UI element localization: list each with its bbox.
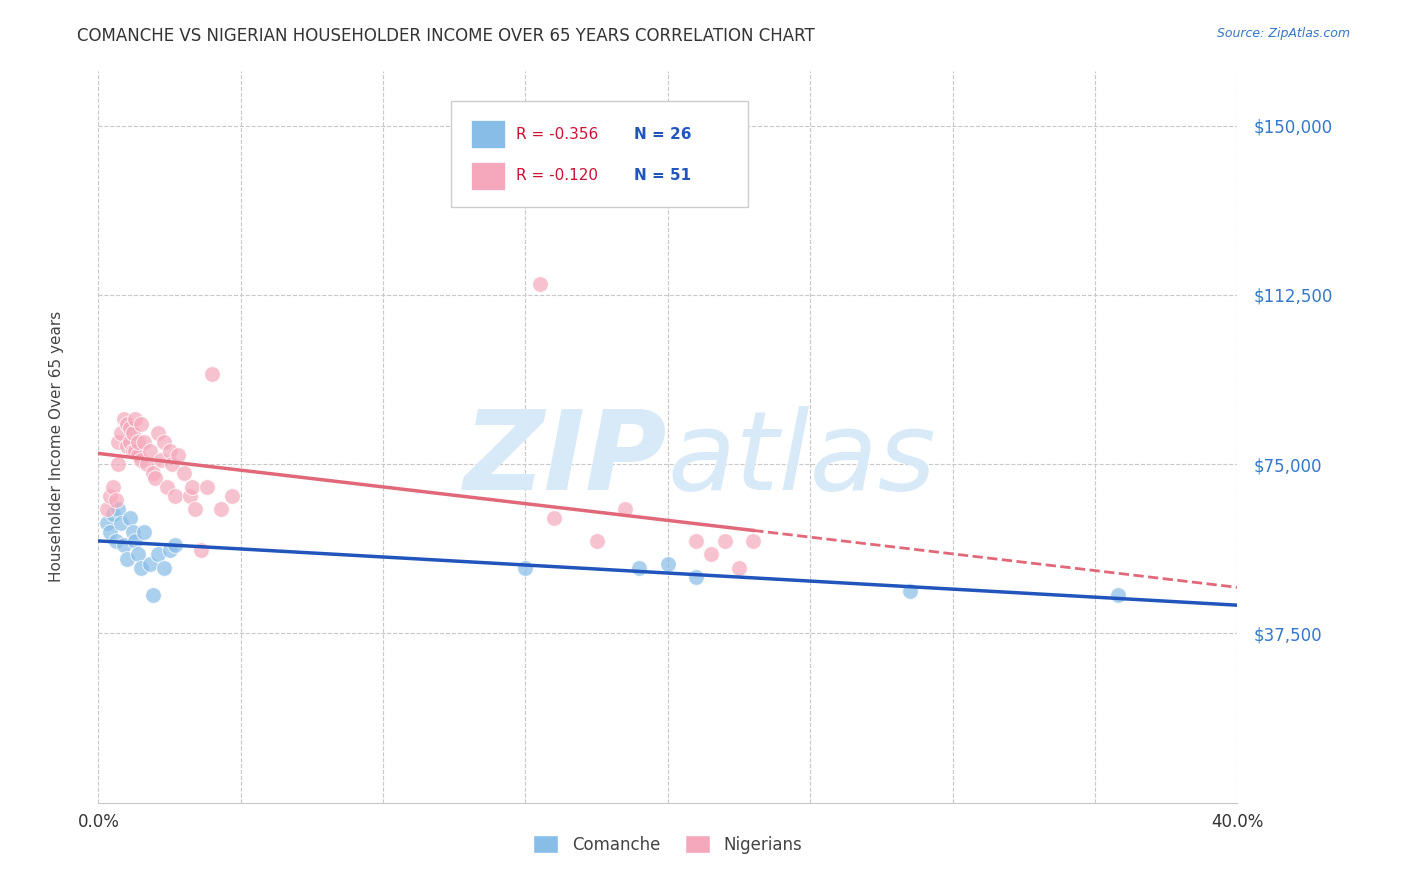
Point bbox=[714, 533, 737, 548]
Point bbox=[101, 480, 124, 494]
Point bbox=[585, 533, 607, 548]
Text: ZIP: ZIP bbox=[464, 406, 668, 513]
Point bbox=[104, 493, 127, 508]
Bar bbox=[471, 162, 505, 190]
Point bbox=[742, 533, 765, 548]
Point bbox=[898, 583, 921, 598]
Text: N = 51: N = 51 bbox=[634, 169, 690, 184]
Point bbox=[96, 502, 118, 516]
Text: Source: ZipAtlas.com: Source: ZipAtlas.com bbox=[1216, 27, 1350, 40]
Point bbox=[110, 425, 132, 440]
Point bbox=[112, 412, 135, 426]
Point bbox=[543, 511, 565, 525]
Point bbox=[141, 466, 163, 480]
Point bbox=[135, 457, 157, 471]
Text: COMANCHE VS NIGERIAN HOUSEHOLDER INCOME OVER 65 YEARS CORRELATION CHART: COMANCHE VS NIGERIAN HOUSEHOLDER INCOME … bbox=[77, 27, 815, 45]
Point bbox=[190, 543, 212, 558]
Point bbox=[98, 524, 121, 539]
Point bbox=[153, 561, 176, 575]
Point bbox=[195, 480, 218, 494]
Point bbox=[124, 412, 146, 426]
Point bbox=[107, 457, 129, 471]
Point bbox=[124, 533, 146, 548]
Text: R = -0.356: R = -0.356 bbox=[516, 127, 599, 142]
Text: Householder Income Over 65 years: Householder Income Over 65 years bbox=[49, 310, 63, 582]
Point bbox=[110, 516, 132, 530]
Point bbox=[150, 452, 173, 467]
Point bbox=[121, 524, 143, 539]
Point bbox=[529, 277, 551, 291]
Legend: Comanche, Nigerians: Comanche, Nigerians bbox=[527, 829, 808, 860]
Point bbox=[138, 443, 160, 458]
Point bbox=[118, 421, 141, 435]
Point bbox=[127, 548, 149, 562]
Point bbox=[167, 448, 190, 462]
Point bbox=[515, 561, 537, 575]
Point bbox=[121, 443, 143, 458]
Point bbox=[121, 425, 143, 440]
Point bbox=[148, 548, 170, 562]
Point bbox=[1107, 588, 1129, 602]
Point bbox=[107, 434, 129, 449]
Point bbox=[165, 489, 187, 503]
Point bbox=[98, 489, 121, 503]
Point bbox=[127, 434, 149, 449]
Point bbox=[685, 570, 707, 584]
Point bbox=[153, 434, 176, 449]
Point bbox=[614, 502, 637, 516]
Point bbox=[104, 533, 127, 548]
Point bbox=[115, 439, 138, 453]
Point bbox=[209, 502, 232, 516]
Point bbox=[132, 524, 155, 539]
Point bbox=[221, 489, 243, 503]
Point bbox=[179, 489, 201, 503]
Point bbox=[118, 434, 141, 449]
Point bbox=[156, 480, 179, 494]
Point bbox=[129, 417, 152, 431]
Point bbox=[145, 471, 167, 485]
Point bbox=[124, 443, 146, 458]
Point bbox=[138, 557, 160, 571]
Point bbox=[184, 502, 207, 516]
Point bbox=[112, 538, 135, 552]
Text: N = 26: N = 26 bbox=[634, 127, 692, 142]
Point bbox=[628, 561, 651, 575]
Point bbox=[148, 425, 170, 440]
Point bbox=[728, 561, 751, 575]
Point bbox=[118, 511, 141, 525]
Point bbox=[685, 533, 707, 548]
Point bbox=[115, 417, 138, 431]
Text: atlas: atlas bbox=[668, 406, 936, 513]
Point bbox=[181, 480, 204, 494]
FancyBboxPatch shape bbox=[451, 101, 748, 207]
Text: R = -0.120: R = -0.120 bbox=[516, 169, 599, 184]
Point bbox=[129, 561, 152, 575]
Point bbox=[159, 443, 181, 458]
Point bbox=[165, 538, 187, 552]
Point bbox=[162, 457, 184, 471]
Point bbox=[129, 452, 152, 467]
Point bbox=[101, 507, 124, 521]
Point bbox=[159, 543, 181, 558]
Point bbox=[107, 502, 129, 516]
Point bbox=[127, 448, 149, 462]
Bar bbox=[471, 120, 505, 148]
Point bbox=[115, 552, 138, 566]
Point bbox=[96, 516, 118, 530]
Point bbox=[201, 367, 224, 381]
Point bbox=[132, 434, 155, 449]
Point bbox=[141, 588, 163, 602]
Point bbox=[657, 557, 679, 571]
Point bbox=[699, 548, 721, 562]
Point bbox=[173, 466, 195, 480]
